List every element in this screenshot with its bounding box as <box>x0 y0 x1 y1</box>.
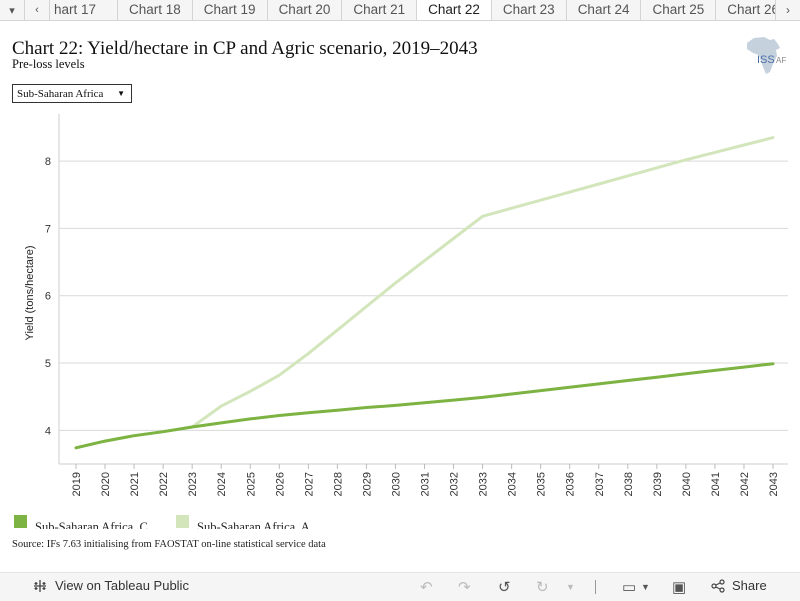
y-tick-label: 7 <box>45 223 51 235</box>
x-tick-label: 2035 <box>536 472 548 496</box>
region-filter-dropdown[interactable]: Sub-Saharan Africa ▼ <box>12 84 132 103</box>
y-tick-label: 6 <box>45 291 51 303</box>
x-tick-label: 2039 <box>652 472 664 496</box>
dropdown-arrow-icon: ▼ <box>117 89 125 98</box>
share-label: Share <box>732 578 767 593</box>
view-on-tableau-public-label: View on Tableau Public <box>55 578 189 593</box>
iss-africa-logo: ISS AF <box>747 37 786 74</box>
legend: Sub-Saharan Africa, C Sub-Saharan Africa… <box>14 515 374 529</box>
x-tick-label: 2023 <box>187 472 199 496</box>
view-on-tableau-public-link[interactable]: View on Tableau Public <box>33 578 189 593</box>
x-tick-label: 2024 <box>216 472 228 496</box>
x-tick-label: 2027 <box>303 472 315 496</box>
tab-chart-24[interactable]: Chart 24 <box>567 0 642 20</box>
toolbar-separator <box>595 580 596 594</box>
chart-title: Chart 22: Yield/hectare in CP and Agric … <box>12 38 478 59</box>
svg-text:AF: AF <box>776 56 786 65</box>
tab-chart-20[interactable]: Chart 20 <box>268 0 343 20</box>
redo-icon[interactable]: ↷ <box>458 579 471 596</box>
x-tick-label: 2036 <box>565 472 577 496</box>
share-button[interactable]: Share <box>711 578 767 593</box>
legend-item-agric[interactable]: Sub-Saharan Africa, A <box>176 515 310 529</box>
tableau-logo-icon <box>34 579 46 592</box>
y-tick-label: 8 <box>45 156 51 168</box>
x-tick-label: 2030 <box>390 472 402 496</box>
tab-chart-19[interactable]: Chart 19 <box>193 0 268 20</box>
download-icon[interactable]: ▭ <box>622 579 637 596</box>
x-tick-label: 2034 <box>507 472 519 496</box>
x-tick-label: 2025 <box>245 472 257 496</box>
tab-next-chevron-icon[interactable]: › <box>775 0 800 20</box>
x-tick-label: 2033 <box>478 472 490 496</box>
source-note: Source: IFs 7.63 initialising from FAOST… <box>12 539 326 550</box>
tab-prev-chevron-icon[interactable]: ‹ <box>25 0 50 20</box>
refresh-menu-chevron-icon[interactable]: ▼ <box>566 582 575 592</box>
tab-chart-23[interactable]: Chart 23 <box>492 0 567 20</box>
chart-subtitle: Pre-loss levels <box>12 57 85 71</box>
y-axis-label: Yield (tons/hectare) <box>24 246 36 341</box>
region-filter-value: Sub-Saharan Africa <box>17 87 104 100</box>
line-chart: 4 5 6 7 8 2019 2020 2021 2022 2023 2024 2025 2026 202… <box>24 114 788 496</box>
x-tick-label: 2043 <box>768 472 780 496</box>
undo-icon[interactable]: ↶ <box>420 579 433 596</box>
x-tick-label: 2042 <box>739 472 751 496</box>
revert-icon[interactable]: ↺ <box>498 579 511 596</box>
legend-label-agric: Sub-Saharan Africa, A <box>197 520 310 529</box>
tableau-toolbar: View on Tableau Public ↶ ↷ ↺ ↻ ▼ ▭ ▼ ▣ S… <box>0 572 800 601</box>
y-tick-label: 5 <box>45 358 51 370</box>
legend-swatch-cp <box>14 515 27 528</box>
legend-item-cp[interactable]: Sub-Saharan Africa, C <box>14 515 148 529</box>
x-tick-label: 2026 <box>274 472 286 496</box>
tab-hart-17[interactable]: hart 17 <box>50 0 118 20</box>
x-tick-label: 2028 <box>332 472 344 496</box>
y-tick-label: 4 <box>45 425 51 437</box>
tab-chart-26[interactable]: Chart 26 <box>716 0 775 20</box>
x-tick-label: 2040 <box>681 472 693 496</box>
refresh-icon[interactable]: ↻ <box>536 579 549 596</box>
x-tick-label: 2020 <box>100 472 112 496</box>
tab-list: hart 17 Chart 18 Chart 19 Chart 20 Chart 21 C… <box>50 0 775 20</box>
tab-chart-22[interactable]: Chart 22 <box>417 0 492 20</box>
series-line-cp <box>74 362 775 450</box>
tab-chart-21[interactable]: Chart 21 <box>342 0 418 20</box>
x-tick-label: 2021 <box>129 472 141 496</box>
x-tick-label: 2041 <box>710 472 722 496</box>
x-tick-label: 2029 <box>361 472 373 496</box>
x-tick-label: 2019 <box>71 472 83 496</box>
x-tick-label: 2037 <box>594 472 606 496</box>
x-tick-label: 2022 <box>158 472 170 496</box>
tab-chart-18[interactable]: Chart 18 <box>118 0 193 20</box>
svg-text:ISS: ISS <box>757 54 775 66</box>
share-icon <box>711 578 725 593</box>
fullscreen-icon[interactable]: ▣ <box>672 579 687 596</box>
x-tick-label: 2031 <box>420 472 432 496</box>
tab-chart-25[interactable]: Chart 25 <box>641 0 717 20</box>
x-tick-label: 2038 <box>623 472 635 496</box>
legend-label-cp: Sub-Saharan Africa, C <box>35 520 148 529</box>
legend-swatch-agric <box>176 515 189 528</box>
sheet-tab-bar: ▾ ‹ hart 17 Chart 18 Chart 19 Chart 20 Chart… <box>0 0 800 21</box>
x-tick-label: 2032 <box>449 472 461 496</box>
tab-menu-chevron-icon[interactable]: ▾ <box>0 0 25 20</box>
series-line-agric <box>74 136 775 450</box>
download-menu-chevron-icon[interactable]: ▼ <box>641 582 650 592</box>
